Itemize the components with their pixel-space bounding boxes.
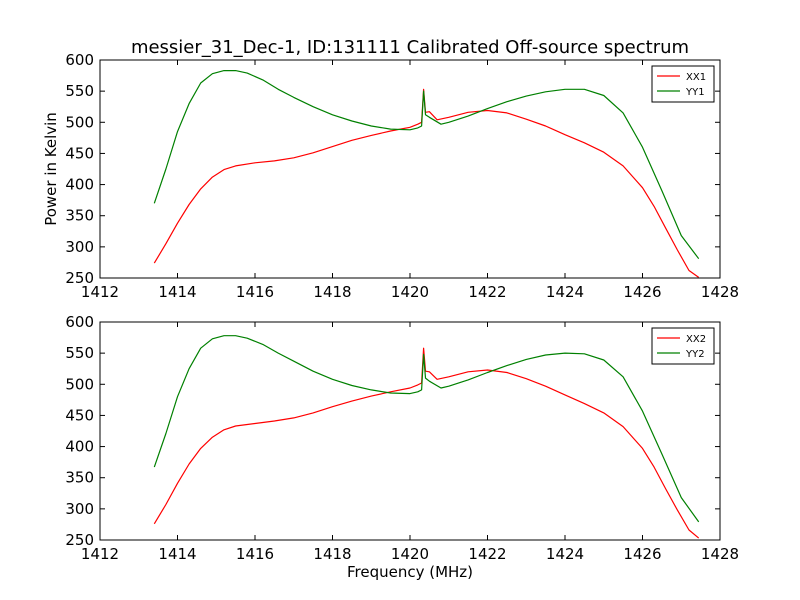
bottom-chart-panel: 1412 1414 1416 1418 1420 1422 1424 1426 1428 250 3…	[65, 313, 739, 581]
y-tick-label: 350	[65, 469, 94, 487]
series-line-YY1	[153, 69, 700, 260]
y-tick-label: 550	[65, 344, 94, 362]
y-tick-label: 450	[65, 144, 94, 162]
x-tick-label: 1416	[236, 545, 274, 563]
x-tick-label: 1428	[701, 545, 739, 563]
x-tick-label: 1422	[468, 283, 506, 301]
top-chart-panel: 1412 1414 1416 1418 1420 1422 1424 1426 1428 250 3…	[42, 51, 739, 301]
x-tick-label: 1422	[468, 545, 506, 563]
y-tick-label: 550	[65, 82, 94, 100]
x-tick-label: 1420	[391, 283, 429, 301]
series-line-XX1	[153, 88, 700, 278]
x-tick-label: 1424	[546, 545, 584, 563]
series-line-YY2	[153, 335, 700, 523]
y-tick-label: 300	[65, 500, 94, 518]
legend-label-XX1: XX1	[686, 72, 706, 83]
y-tick-label: 600	[65, 51, 94, 69]
x-axis-label: Frequency (MHz)	[347, 563, 473, 581]
y-tick-label: 250	[65, 531, 94, 549]
legend-label-XX2: XX2	[686, 334, 706, 345]
x-tick-label: 1428	[701, 283, 739, 301]
x-tick-label: 1418	[313, 545, 351, 563]
series-line-XX2	[153, 347, 700, 539]
y-tick-label: 500	[65, 375, 94, 393]
legend-box	[651, 65, 715, 103]
x-tick-label: 1424	[546, 283, 584, 301]
x-tick-label: 1418	[313, 283, 351, 301]
y-tick-label: 400	[65, 438, 94, 456]
y-tick-label: 600	[65, 313, 94, 331]
x-tick-label: 1414	[158, 545, 196, 563]
x-tick-label: 1416	[236, 283, 274, 301]
y-tick-label: 350	[65, 207, 94, 225]
y-tick-label: 250	[65, 269, 94, 287]
chart-title: messier_31_Dec-1, ID:131111 Calibrated O…	[131, 37, 689, 58]
y-axis-label: Power in Kelvin	[42, 112, 60, 226]
x-tick-label: 1420	[391, 545, 429, 563]
x-tick-label: 1426	[623, 545, 661, 563]
legend-label-YY1: YY1	[685, 87, 705, 98]
y-tick-label: 300	[65, 238, 94, 256]
legend-box	[651, 327, 715, 365]
x-tick-label: 1412	[81, 545, 119, 563]
legend-label-YY2: YY2	[685, 349, 705, 360]
y-tick-label: 450	[65, 406, 94, 424]
y-tick-label: 500	[65, 113, 94, 131]
x-tick-label: 1414	[158, 283, 196, 301]
x-tick-label: 1412	[81, 283, 119, 301]
y-tick-label: 400	[65, 176, 94, 194]
x-tick-label: 1426	[623, 283, 661, 301]
